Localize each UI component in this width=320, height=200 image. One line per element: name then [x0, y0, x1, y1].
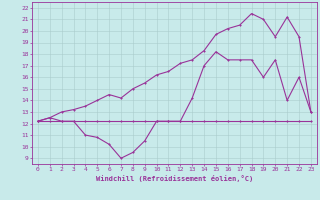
X-axis label: Windchill (Refroidissement éolien,°C): Windchill (Refroidissement éolien,°C) [96, 175, 253, 182]
